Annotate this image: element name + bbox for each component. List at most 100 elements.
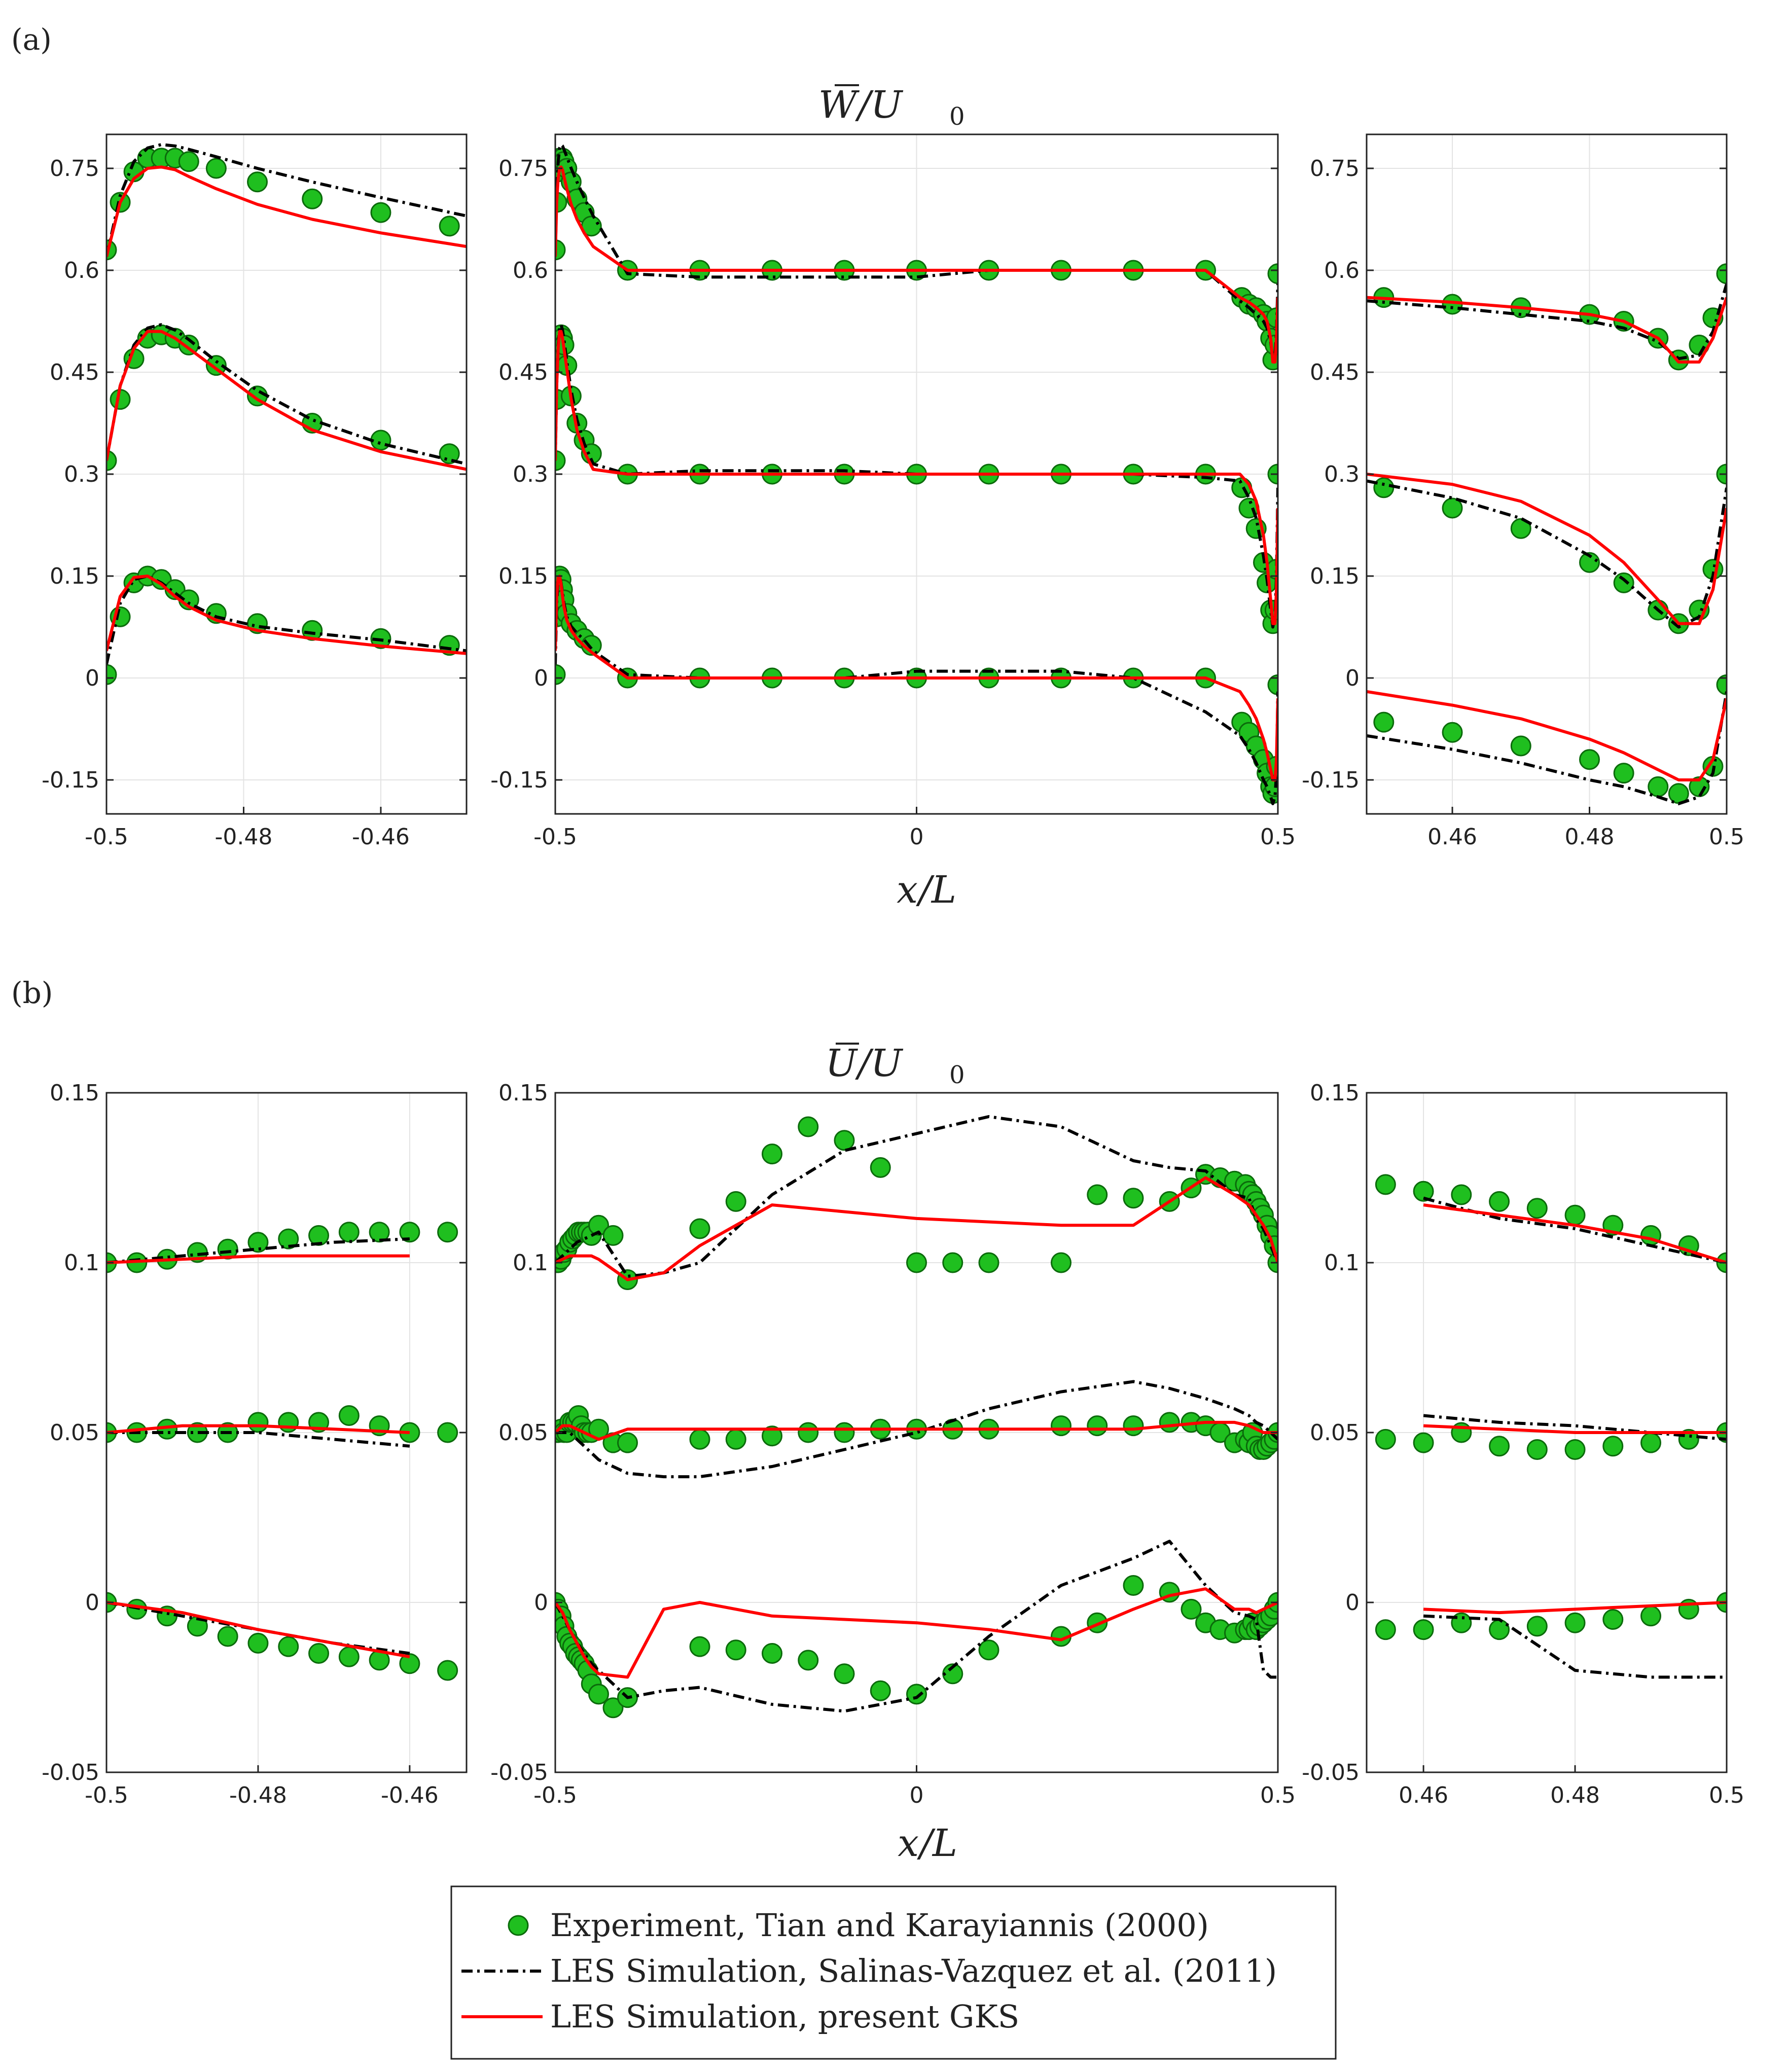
chart-b-middle-experiment-marker xyxy=(834,1663,855,1685)
chart-b-left-experiment-marker xyxy=(338,1405,360,1426)
chart-b-right-experiment-marker xyxy=(1451,1184,1472,1205)
chart-a-left-salinas-line-0 xyxy=(106,143,467,257)
chart-b-right-experiment-marker xyxy=(1375,1428,1396,1450)
chart-a-right-gks-line-2 xyxy=(1367,690,1727,781)
chart-a-title: W /U 0 xyxy=(818,83,965,131)
chart-b-right-ytick-label-0: -0.05 xyxy=(1302,1760,1360,1785)
chart-b-middle-xtick-label-0: -0.5 xyxy=(533,1782,577,1808)
chart-b-left-panel: -0.05 0 0.05 0.1 0.15 -0.5 -0.48 -0.46 xyxy=(42,1080,468,1808)
chart-b-right-experiment-marker xyxy=(1640,1605,1662,1627)
chart-a-left-experiment-marker xyxy=(106,664,117,685)
chart-a-left-experiment-marker xyxy=(302,188,323,209)
legend-marker-experiment xyxy=(508,1915,529,1936)
chart-a-right-ytick-label-6: 0.75 xyxy=(1310,156,1360,182)
chart-b-middle-gks-line-1 xyxy=(555,1420,1278,1441)
chart-b-title-var: U xyxy=(826,1042,859,1085)
legend: Experiment, Tian and Karayiannis (2000) … xyxy=(450,1885,1337,2060)
chart-a-middle-ytick-label-0: -0.15 xyxy=(490,767,548,793)
chart-b-left-ytick-label-3: 0.1 xyxy=(64,1250,99,1276)
chart-b-left-data-area xyxy=(106,1222,458,1681)
chart-b-middle-experiment-marker xyxy=(725,1428,746,1450)
chart-b-right-ytick-label-4: 0.15 xyxy=(1310,1080,1360,1106)
chart-b-xlabel-var: x xyxy=(898,1821,919,1865)
chart-a-xlabel-var: x xyxy=(897,868,918,912)
chart-a-title-var: W xyxy=(818,83,860,127)
chart-b-middle-experiment-marker xyxy=(798,1422,819,1443)
chart-b-middle-experiment-marker xyxy=(1181,1598,1202,1620)
chart-a-left-experiment-marker xyxy=(178,151,199,172)
chart-b-middle-gks-line-0 xyxy=(555,1176,1278,1281)
chart-a-middle-xtick-label-1: 0 xyxy=(910,824,924,850)
chart-a-middle-gks-line-1 xyxy=(555,330,1278,625)
chart-a-left-ytick-label-2: 0.15 xyxy=(50,563,99,589)
chart-b-right-gks-line-2 xyxy=(1423,1601,1727,1615)
chart-a-left-experiment-marker xyxy=(205,355,227,376)
chart-b-left-experiment-marker xyxy=(247,1232,269,1253)
chart-b-middle-experiment-marker xyxy=(798,1650,819,1671)
chart-b-right-experiment-marker xyxy=(1375,1619,1396,1640)
chart-a-left-ytick-label-5: 0.6 xyxy=(64,258,99,283)
legend-label-gks: LES Simulation, present GKS xyxy=(550,1998,1019,2035)
chart-b-right-salinas-line-2 xyxy=(1423,1614,1727,1679)
chart-a-middle-gks-line-0 xyxy=(555,165,1278,364)
chart-b-middle-experiment-marker xyxy=(978,1252,999,1273)
chart-a-middle-experiment-marker xyxy=(555,664,566,685)
chart-b-middle-experiment-marker xyxy=(942,1252,963,1273)
chart-a-left-experiment-marker xyxy=(247,171,268,193)
chart-a-right-salinas-line-0 xyxy=(1367,283,1727,361)
chart-a-left-gks-line-0 xyxy=(106,165,467,257)
chart-a-right-ytick-label-4: 0.45 xyxy=(1310,360,1360,385)
chart-b-middle-experiment-marker xyxy=(762,1643,782,1664)
chart-b-middle-experiment-marker xyxy=(689,1218,710,1239)
chart-b-right-gks-line-0 xyxy=(1423,1203,1727,1264)
chart-a-left-experiment-marker xyxy=(178,334,199,355)
chart-a-right-ytick-label-3: 0.3 xyxy=(1324,461,1360,487)
chart-a-xlabel-rest: /L xyxy=(916,868,956,912)
chart-b-middle-ytick-label-1: 0 xyxy=(534,1590,548,1616)
chart-b-left-experiment-marker xyxy=(437,1422,458,1443)
chart-a-right-data-area xyxy=(1367,263,1727,805)
chart-b-middle-experiment-marker xyxy=(602,1225,624,1246)
chart-b-middle-experiment-marker xyxy=(906,1684,927,1705)
chart-b-right-experiment-marker xyxy=(1564,1204,1586,1226)
chart-a-right-experiment-marker xyxy=(1716,674,1727,695)
panel-tag-a: (a) xyxy=(11,22,52,57)
chart-b-right-experiment-marker xyxy=(1526,1439,1548,1460)
chart-b-right-xtick-label-2: 0.5 xyxy=(1709,1782,1744,1808)
chart-b-middle-salinas-line-1 xyxy=(555,1380,1278,1479)
chart-b-left-experiment-marker xyxy=(369,1222,390,1243)
chart-a-right-salinas-line-1 xyxy=(1367,479,1727,629)
chart-b-middle-experiment-marker xyxy=(834,1130,855,1151)
chart-a-left-experiment-marker xyxy=(205,158,227,179)
chart-b-left-experiment-marker xyxy=(278,1636,299,1657)
chart-a-right-xtick-label-1: 0.48 xyxy=(1565,824,1615,850)
chart-b-right-experiment-marker xyxy=(1526,1616,1548,1637)
chart-b-middle-experiment-marker xyxy=(870,1680,891,1701)
chart-b-middle-experiment-marker xyxy=(1123,1575,1144,1596)
chart-a-middle-ytick-label-1: 0 xyxy=(534,665,548,691)
legend-box xyxy=(450,1885,1337,2060)
chart-a-right-ytick-label-1: 0 xyxy=(1345,665,1360,691)
chart-b-left-experiment-marker xyxy=(338,1222,360,1243)
chart-b-left-salinas-line-1 xyxy=(106,1431,410,1448)
chart-b-right-experiment-marker xyxy=(1413,1619,1434,1640)
chart-a-middle-ytick-label-5: 0.6 xyxy=(513,258,548,283)
chart-b-middle-experiment-marker xyxy=(1123,1415,1144,1437)
chart-a-middle-ytick-label-4: 0.45 xyxy=(498,360,548,385)
chart-a-left-ytick-label-1: 0 xyxy=(85,665,99,691)
chart-b-left-experiment-marker xyxy=(399,1222,420,1243)
chart-a-left-xtick-label-1: -0.48 xyxy=(215,824,273,850)
chart-b-middle-gks-line-2 xyxy=(555,1587,1278,1679)
chart-a-right-gks-line-1 xyxy=(1367,473,1727,625)
chart-a-left-ytick-label-6: 0.75 xyxy=(50,156,99,182)
chart-b-right-experiment-marker xyxy=(1526,1198,1548,1219)
chart-a-middle-ytick-label-3: 0.3 xyxy=(513,461,548,487)
chart-b-title: U /U 0 xyxy=(826,1042,965,1089)
chart-b-right-xtick-label-1: 0.48 xyxy=(1550,1782,1600,1808)
chart-a-right-xtick-label-2: 0.5 xyxy=(1709,824,1744,850)
chart-a-left-gks-line-1 xyxy=(106,330,467,471)
chart-b-left-experiment-marker xyxy=(437,1660,458,1681)
chart-b-left-salinas-line-0 xyxy=(106,1237,410,1264)
chart-b-middle-experiment-marker xyxy=(588,1214,609,1236)
chart-a-left-salinas-line-1 xyxy=(106,323,467,466)
